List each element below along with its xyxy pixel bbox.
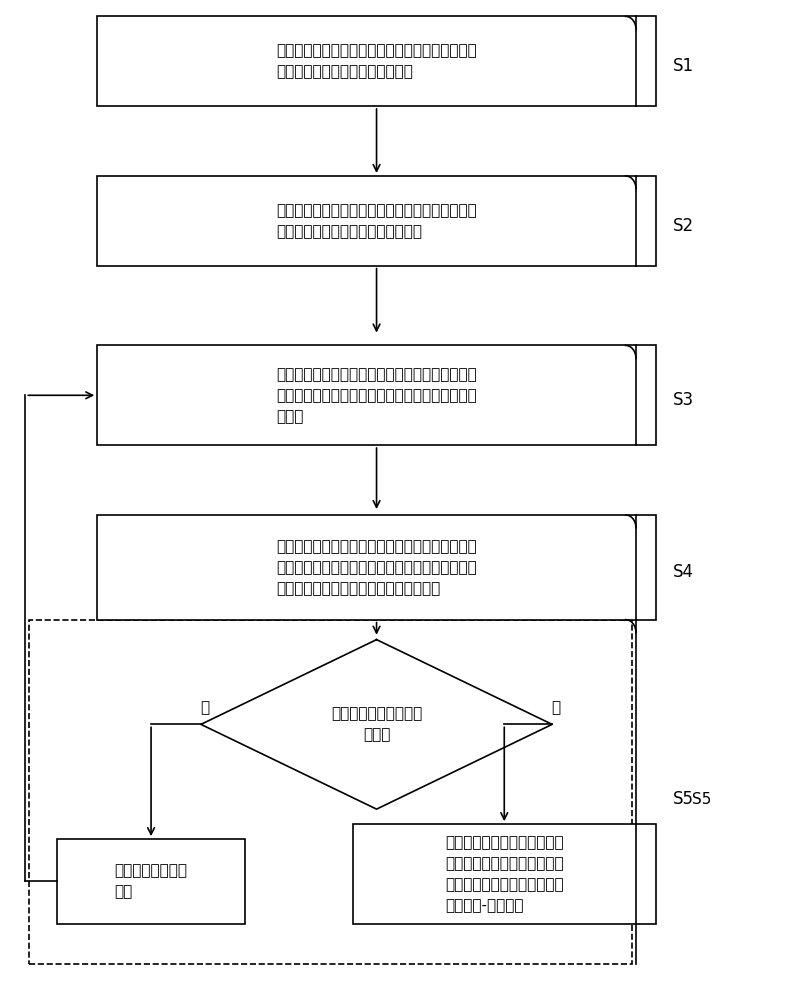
Text: 将当前段落的段数
加一: 将当前段落的段数 加一 (115, 863, 187, 899)
FancyBboxPatch shape (30, 620, 632, 964)
FancyBboxPatch shape (97, 16, 656, 106)
Text: S4: S4 (674, 563, 694, 581)
FancyBboxPatch shape (57, 839, 245, 924)
Text: 通过设置的所述参数和所述频率搜索范围对当前段
落中的信号进行小波变换，通过提取小波脊线获得
当前段落中信号的瞬时频率估计曲线片段: 通过设置的所述参数和所述频率搜索范围对当前段 落中的信号进行小波变换，通过提取小… (276, 539, 477, 596)
Text: 是: 是 (552, 700, 561, 715)
Text: 对每一段落中信号的所述瞬时
频率估计曲线片段进行拼接，
通过时频信号重建得到被测物
体的速度-时间曲线: 对每一段落中信号的所述瞬时 频率估计曲线片段进行拼接， 通过时频信号重建得到被测… (445, 835, 564, 913)
Text: 否: 否 (200, 700, 210, 715)
Text: S1: S1 (674, 57, 694, 75)
Text: 根据设置的所述参数将所述运动信号进行滤波处理
并分段，并将起始段落作为当前段落: 根据设置的所述参数将所述运动信号进行滤波处理 并分段，并将起始段落作为当前段落 (276, 203, 477, 239)
FancyBboxPatch shape (97, 345, 656, 445)
Text: 将当前段落中的信号通过快速傅里叶变换转换到频
域并进行频谱分析，获得当前段落中信号的频率搜
索范围: 将当前段落中的信号通过快速傅里叶变换转换到频 域并进行频谱分析，获得当前段落中信… (276, 367, 477, 424)
FancyBboxPatch shape (97, 515, 656, 620)
Text: S5: S5 (674, 790, 694, 808)
Text: S5: S5 (692, 792, 711, 807)
Text: 通过激光多普勒测速仪采集被测物体的运动信号，
并根据所述运动信号进行参数设置: 通过激光多普勒测速仪采集被测物体的运动信号， 并根据所述运动信号进行参数设置 (276, 43, 477, 79)
FancyBboxPatch shape (352, 824, 656, 924)
Text: S2: S2 (674, 217, 694, 235)
Text: S3: S3 (674, 391, 694, 409)
Text: 判断当前段落是否为最
后一段: 判断当前段落是否为最 后一段 (331, 706, 422, 742)
FancyBboxPatch shape (97, 176, 656, 266)
